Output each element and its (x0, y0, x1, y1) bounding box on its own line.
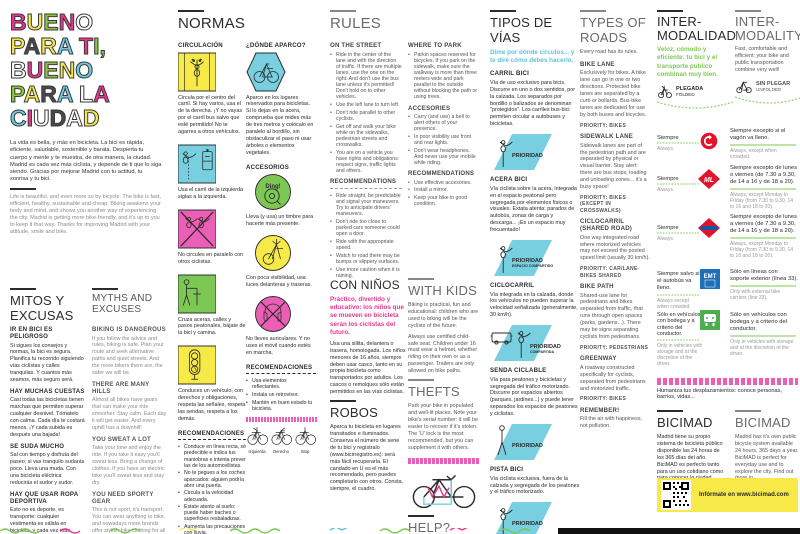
svg-text:CIUDAD: CIUDAD (10, 105, 100, 131)
svg-text:PARA LA: PARA LA (10, 81, 110, 107)
svg-text:EMT: EMT (704, 274, 717, 280)
svg-text:PARA TI,: PARA TI, (10, 33, 106, 59)
svg-text:PRIORIDAD: PRIORIDAD (512, 443, 543, 449)
svg-text:PRIORIDAD: PRIORIDAD (512, 521, 543, 527)
svg-text:COMPARTIDA: COMPARTIDA (530, 350, 554, 354)
svg-text:BUENO: BUENO (10, 9, 93, 35)
svg-text:BUENO: BUENO (10, 57, 93, 83)
svg-text:PRIORIDAD: PRIORIDAD (512, 153, 543, 159)
svg-text:ESPACIO COMPARTIDO: ESPACIO COMPARTIDO (512, 264, 553, 268)
svg-text:ML: ML (704, 177, 714, 184)
